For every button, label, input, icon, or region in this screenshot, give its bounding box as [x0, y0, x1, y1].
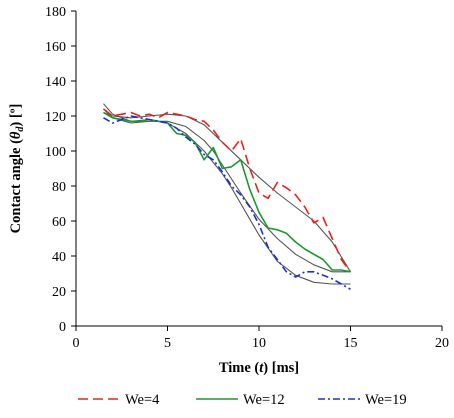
legend: We=4 We=12 We=19 [78, 392, 407, 408]
y-tick-label: 60 [52, 215, 66, 230]
legend-label: We=4 [125, 392, 160, 408]
x-tick-label: 0 [73, 336, 80, 351]
y-tick-label: 80 [52, 180, 66, 195]
x-axis-label: Time (t) [ms] [219, 360, 299, 376]
legend-label: We=19 [365, 392, 407, 408]
legend-label: We=12 [243, 392, 285, 408]
y-axis-label: Contact angle (θd) [º] [8, 104, 26, 234]
y-tick-label: 180 [45, 5, 66, 20]
y-tick-label: 20 [52, 285, 66, 300]
y-tick-label: 0 [59, 320, 66, 335]
series-line-we-19 [103, 115, 351, 290]
x-tick-label: 10 [252, 336, 266, 351]
series-line-we-4 [103, 108, 352, 273]
y-tick-label: 120 [45, 110, 66, 125]
fit-curve-2 [103, 108, 351, 273]
y-tick-label: 40 [52, 250, 66, 265]
y-tick-label: 140 [45, 75, 66, 90]
series-line-we-12 [103, 111, 351, 273]
fit-curve-3 [103, 103, 351, 285]
y-tick-label: 160 [45, 40, 66, 55]
x-tick-label: 5 [164, 336, 171, 351]
x-tick-label: 20 [435, 336, 449, 351]
fit-curve-1 [103, 111, 351, 273]
y-tick-label: 100 [45, 145, 66, 160]
x-tick-label: 15 [344, 336, 358, 351]
